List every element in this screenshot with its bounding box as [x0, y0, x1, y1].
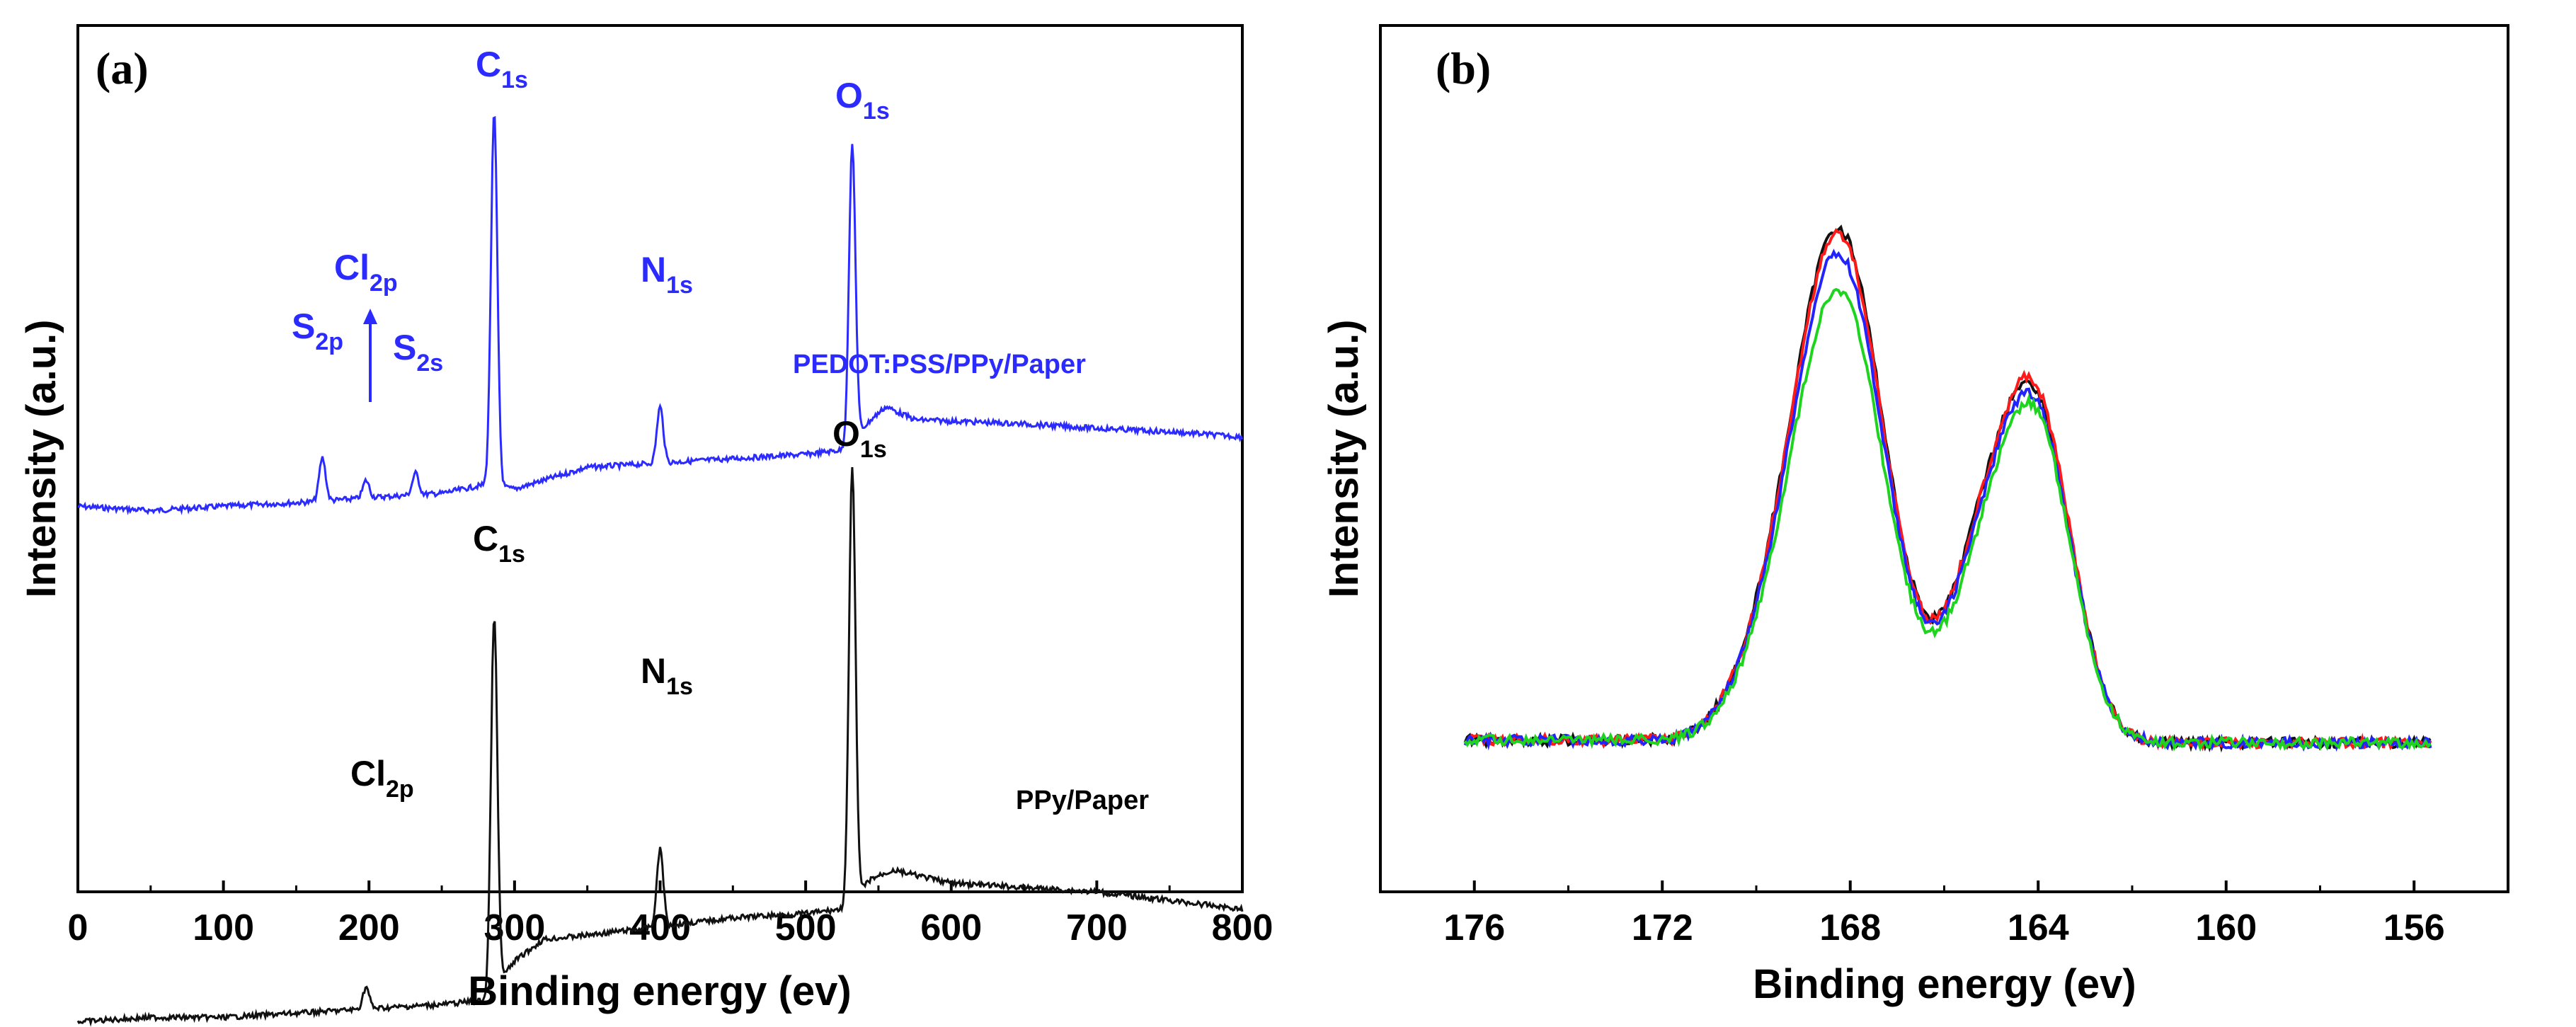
panel-b-tick-label: 172	[1632, 907, 1693, 948]
peak-label-c1s-ppy: C1s	[473, 519, 525, 568]
panel-a-tick-label: 600	[920, 907, 982, 948]
peak-label-c1s-pedot: C1s	[476, 45, 528, 93]
panel-b-tick-label: 164	[2008, 907, 2069, 948]
panel-b-tick-label: 156	[2383, 907, 2445, 948]
peak-label-cl2p-ppy: Cl2p	[350, 754, 414, 803]
panel-b-tick-label: 168	[1819, 907, 1881, 948]
pedot-peak-labels: S2p Cl2p S2s C1s N1s O1s PEDOT:PSS/PPy/P…	[292, 45, 1086, 379]
panel-b: (b) 176 172 168 164 160 156 Binding energy (e…	[1321, 24, 2509, 1007]
panel-a-y-axis-title: Intensity (a.u.)	[18, 319, 64, 597]
panel-b-x-axis-title: Binding energy (ev)	[1753, 961, 2136, 1007]
panel-b-tick-label: 160	[2195, 907, 2257, 948]
peak-label-cl2p-pedot: Cl2p	[334, 248, 398, 297]
panel-b-frame	[1379, 24, 2509, 893]
panel-a: (a) 0 100 200 300 400 500 600 700 800 S2p Cl2p S…	[18, 24, 1273, 1027]
series-line-blue	[1463, 248, 2432, 752]
panel-a-tick-label: 800	[1212, 907, 1273, 948]
panel-a-x-ticks: 0 100 200 300 400 500 600 700 800	[68, 880, 1273, 948]
series-annotation-ppy: PPy/Paper	[1016, 786, 1149, 815]
panel-a-tick-label: 0	[68, 907, 88, 948]
peak-label-o1s-ppy: O1s	[832, 414, 887, 463]
series-line-ppy	[76, 467, 1244, 1027]
panel-a-tick-label: 100	[193, 907, 254, 948]
peak-label-n1s-pedot: N1s	[641, 250, 693, 299]
peak-label-n1s-ppy: N1s	[641, 651, 693, 700]
cl2p-arrow	[363, 309, 377, 402]
peak-label-s2s: S2s	[393, 328, 443, 377]
series-line-black	[1463, 224, 2432, 753]
panel-b-y-axis-title: Intensity (a.u.)	[1321, 319, 1367, 597]
series-line-pedot	[77, 115, 1244, 516]
series-annotation-pedot: PEDOT:PSS/PPy/Paper	[793, 350, 1086, 379]
panel-a-x-axis-title: Binding energy (ev)	[468, 968, 851, 1014]
panel-b-tick-label: 176	[1443, 907, 1505, 948]
series-line-green	[1463, 287, 2432, 752]
panel-b-label: (b)	[1436, 43, 1491, 93]
panel-a-tick-label: 700	[1066, 907, 1128, 948]
panel-a-frame	[76, 24, 1244, 893]
ppy-peak-labels: Cl2p C1s N1s O1s PPy/Paper	[350, 414, 1149, 815]
panel-a-label: (a)	[96, 43, 149, 93]
panel-a-tick-label: 200	[338, 907, 400, 948]
series-line-red	[1465, 228, 2432, 752]
peak-label-s2p: S2p	[292, 306, 343, 355]
panel-b-series	[1463, 224, 2432, 753]
panel-b-x-ticks: 176 172 168 164 160 156	[1379, 880, 2509, 948]
panel-a-series	[76, 115, 1244, 1027]
peak-label-o1s-pedot: O1s	[835, 76, 890, 125]
panel-a-tick-label: 300	[483, 907, 545, 948]
